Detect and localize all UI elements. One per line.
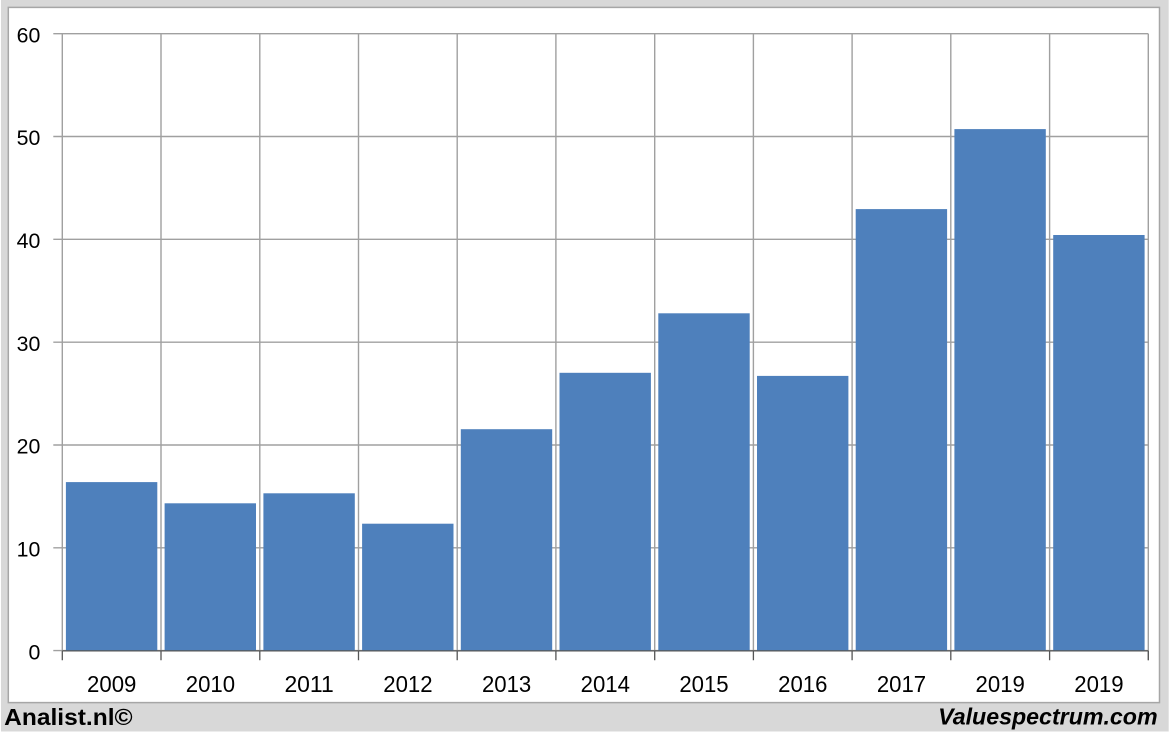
svg-text:0: 0 [28, 640, 40, 664]
svg-text:2017: 2017 [877, 671, 926, 697]
svg-text:2014: 2014 [581, 671, 630, 697]
svg-text:2019: 2019 [976, 671, 1025, 697]
svg-text:20: 20 [17, 435, 41, 459]
svg-text:40: 40 [17, 229, 41, 253]
svg-text:2019: 2019 [1074, 671, 1123, 697]
svg-text:2011: 2011 [284, 671, 333, 697]
svg-text:2015: 2015 [679, 671, 728, 697]
svg-text:30: 30 [17, 332, 41, 356]
svg-text:2010: 2010 [186, 671, 235, 697]
svg-text:10: 10 [17, 538, 41, 562]
svg-text:50: 50 [17, 126, 41, 150]
svg-text:Analist.nl©: Analist.nl© [4, 704, 132, 730]
svg-text:60: 60 [17, 23, 41, 47]
svg-text:2016: 2016 [778, 671, 827, 697]
svg-text:2012: 2012 [383, 671, 432, 697]
svg-text:2009: 2009 [87, 671, 136, 697]
svg-text:Valuespectrum.com: Valuespectrum.com [938, 703, 1158, 729]
svg-text:2013: 2013 [482, 671, 531, 697]
